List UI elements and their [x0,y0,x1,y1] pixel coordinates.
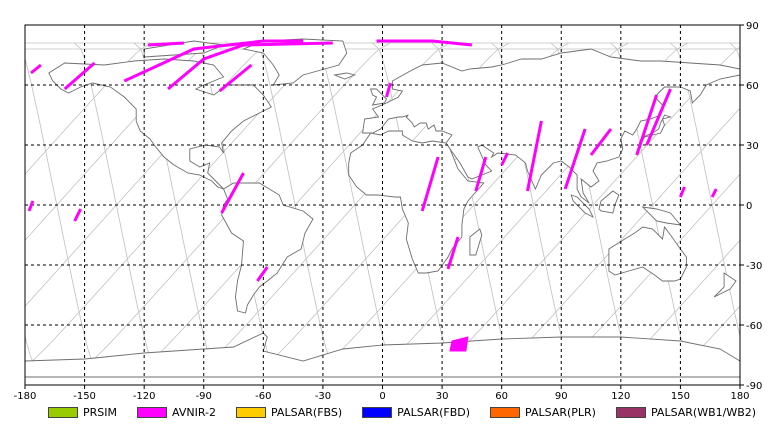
landmass-borneo [598,190,620,214]
observation-swath [385,82,392,98]
lon-tick-label: -90 [196,391,212,402]
legend-label: PRSIM [83,405,117,419]
observation-swath [449,336,469,352]
lat-tick-label: 0 [746,201,752,212]
legend-item: AVNIR-2 [137,406,216,419]
legend: PRSIM AVNIR-2 PALSAR(FBS) PALSAR(FBD) PALSAR… [48,402,756,422]
observation-swath [500,152,509,166]
lon-tick-label: 30 [436,391,449,402]
landmass-north-america [48,58,272,190]
observation-swath [73,208,82,222]
lat-lon-grid [25,25,740,385]
lon-tick-label: 60 [495,391,508,402]
observation-swath [376,39,473,47]
lon-tick-label: 180 [730,391,749,402]
orbit-track [617,239,740,368]
observation-swath [167,41,333,91]
landmass-australia [608,225,687,282]
lat-tick-label: 90 [746,21,759,32]
legend-item: PALSAR(FBD) [362,406,470,419]
observation-swath [63,61,96,91]
observation-swath [679,186,686,198]
legend-swatch [362,406,393,418]
legend-label: PALSAR(FBS) [270,405,343,419]
legend-item: PRSIM [48,406,117,419]
landmass-uk [369,88,388,106]
legend-swatch [48,406,78,418]
lon-tick-label: 150 [671,391,690,402]
lon-tick-label: 0 [379,391,385,402]
lon-tick-label: -60 [255,391,271,402]
observation-swath [645,88,672,146]
legend-item: PALSAR(FBS) [235,405,343,419]
observation-swath [256,266,269,282]
legend-swatch [235,406,266,418]
observation-swath [123,39,304,83]
landmass-sumatra [570,194,594,219]
latitude-axis: 90 60 30 0 -30 -60 -90 [740,21,762,392]
landmass-greenland [241,38,348,86]
legend-label: PALSAR(PLR) [525,405,596,419]
lon-tick-label: -120 [133,391,156,402]
landmass-iceland [333,72,357,80]
landmass-new-zealand [713,272,737,298]
observation-swath [526,120,543,192]
lat-tick-label: -60 [746,321,762,332]
observation-swath [563,128,587,190]
observation-swath [474,156,488,192]
lon-tick-label: -180 [14,391,37,402]
lon-tick-label: -30 [315,391,331,402]
lat-tick-label: 30 [746,141,759,152]
lon-tick-label: 120 [611,391,630,402]
observation-swath [710,188,718,198]
observation-swath [446,236,460,270]
legend-swatch [137,406,167,418]
orbit-track [669,42,740,338]
observation-swath [218,63,253,93]
avnir-swaths [27,39,718,352]
lon-tick-label: -150 [73,391,96,402]
legend-label: PALSAR(FBD) [397,405,471,419]
orbit-track [676,305,740,368]
legend-label: PALSAR(WB1/WB2) [650,405,757,419]
lat-tick-label: -90 [746,381,762,392]
observation-swath [220,172,245,214]
landmass-south-america [221,182,314,314]
legend-label: AVNIR-2 [172,405,216,419]
observation-swath [589,128,613,156]
observation-swath [27,200,35,212]
lat-tick-label: 60 [746,81,759,92]
observation-swath [148,41,184,47]
orbit-track [557,173,740,368]
orbit-track [312,42,397,368]
longitude-axis: -180 -150 -120 -90 -60 -30 0 30 60 90 120 150 180 [14,385,750,402]
lon-tick-label: 90 [555,391,568,402]
observation-swath [635,94,659,156]
observation-swath [420,156,440,212]
landmass-africa [348,130,485,274]
legend-swatch [615,406,646,418]
lat-tick-label: -30 [746,261,762,272]
observation-swath [30,63,42,75]
landmass-madagascar [469,228,483,256]
legend-swatch [490,406,521,418]
legend-item: PALSAR(PLR) [490,406,596,419]
legend-item: PALSAR(WB1/WB2) [615,405,757,419]
landmass-europe-asia [362,48,741,204]
